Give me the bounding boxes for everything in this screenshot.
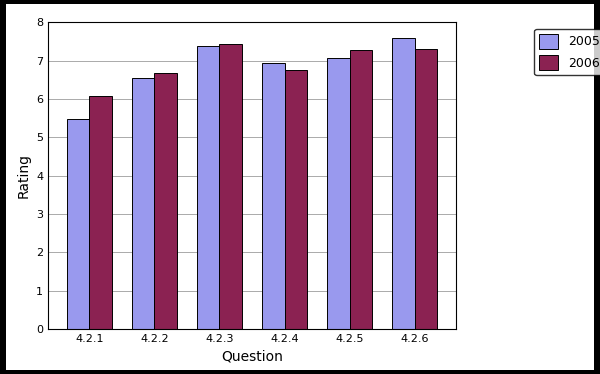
Bar	[262, 63, 284, 329]
Bar	[89, 96, 112, 329]
Bar	[197, 46, 220, 329]
Bar	[220, 43, 242, 329]
Bar	[284, 70, 307, 329]
Bar	[131, 78, 154, 329]
Bar	[415, 49, 437, 329]
Bar	[67, 119, 89, 329]
Bar	[392, 38, 415, 329]
Y-axis label: Rating: Rating	[16, 153, 31, 198]
Bar	[154, 73, 177, 329]
Bar	[327, 58, 350, 329]
Bar	[350, 50, 373, 329]
Legend: 2005, 2006: 2005, 2006	[534, 29, 600, 76]
X-axis label: Question: Question	[221, 350, 283, 364]
